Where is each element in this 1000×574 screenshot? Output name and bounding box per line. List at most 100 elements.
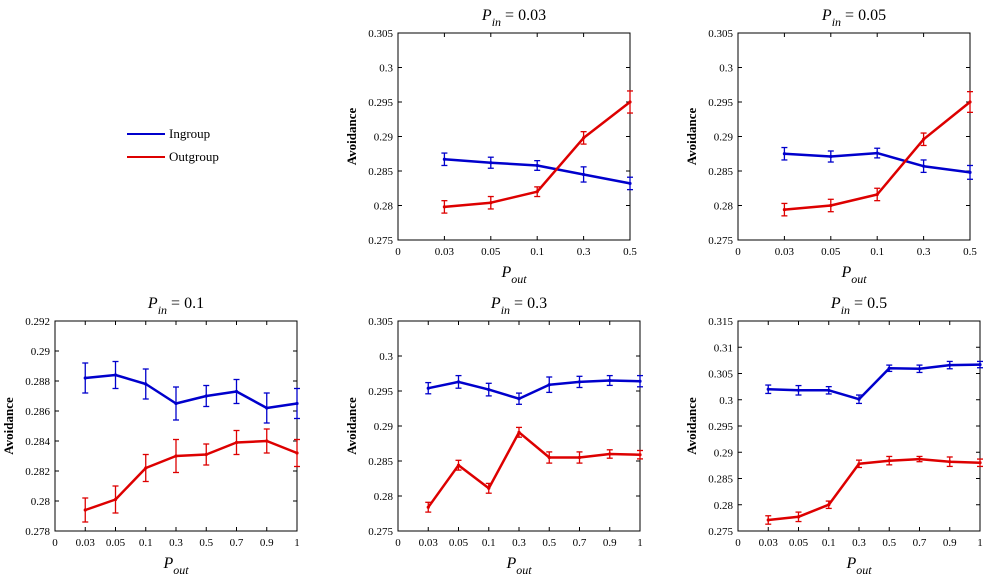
y-tick-label: 0.28 [374, 201, 394, 213]
data-point [535, 163, 539, 168]
data-point [827, 503, 831, 507]
y-tick-label: 0.29 [714, 132, 734, 144]
legend-label-outgroup: Outgroup [169, 149, 219, 164]
data-point [265, 406, 269, 410]
y-tick-label: 0.285 [368, 166, 393, 178]
y-tick-label: 0.275 [368, 235, 393, 247]
data-point [766, 518, 770, 522]
x-tick-label: 0.05 [449, 537, 469, 549]
y-tick-label: 0.285 [368, 456, 393, 468]
y-tick-label: 0.29 [374, 132, 394, 144]
x-axis-label: Pout [500, 264, 527, 286]
y-tick-label: 0.275 [708, 526, 733, 538]
y-tick-label: 0.3 [719, 63, 733, 75]
x-tick-label: 0.03 [775, 246, 795, 258]
y-tick-label: 0.305 [368, 316, 393, 328]
chart-panel-4: 0.275 0.28 0.285 0.29 0.295 0.3 0.305 0 0.03 0.05… [344, 295, 643, 574]
data-point [535, 190, 539, 194]
y-tick-label: 0.3 [379, 63, 393, 75]
data-point [638, 379, 642, 383]
x-tick-label: 0.9 [943, 537, 957, 549]
y-tick-label: 0.286 [25, 406, 50, 418]
data-point [887, 459, 891, 463]
y-tick-label: 0.28 [374, 491, 394, 503]
y-tick-label: 0.28 [714, 201, 734, 213]
data-point [426, 386, 430, 390]
x-tick-label: 0.1 [870, 246, 884, 258]
x-tick-label: 0.3 [577, 246, 591, 258]
y-axis-label: Avoidance [684, 397, 699, 455]
series-ingroup [781, 146, 973, 180]
y-tick-label: 0.275 [368, 526, 393, 538]
x-tick-label: 0.1 [530, 246, 544, 258]
x-tick-label: 0 [735, 246, 741, 258]
x-tick-label: 0 [395, 246, 401, 258]
data-point [144, 466, 148, 470]
data-point [487, 388, 491, 392]
data-point [948, 460, 952, 464]
y-tick-label: 0.29 [31, 346, 51, 358]
data-point [608, 452, 612, 456]
x-tick-label: 0.3 [852, 537, 866, 549]
data-point [968, 170, 972, 174]
data-point [917, 457, 922, 461]
data-point [766, 387, 770, 391]
x-tick-label: 0 [52, 537, 58, 549]
data-point [442, 157, 446, 161]
data-point [174, 454, 178, 458]
plot-frame [737, 320, 981, 532]
x-tick-label: 0.05 [481, 246, 501, 258]
chart-panel-1: 0.275 0.28 0.285 0.29 0.295 0.3 0.305 0 0.03 0.05… [344, 7, 637, 286]
y-tick-label: 0.288 [25, 376, 50, 388]
x-axis-label: Pout [505, 555, 532, 574]
x-tick-label: 1 [977, 537, 983, 549]
x-axis-label: Pout [840, 264, 867, 286]
chart-panel-5: 0.2750.280.2850.290.2950.30.3050.310.315… [684, 295, 983, 574]
x-tick-label: 0.7 [230, 537, 244, 549]
series-line [85, 373, 298, 410]
data-point [234, 389, 239, 394]
x-tick-label: 0.5 [623, 246, 637, 258]
data-point [922, 137, 926, 141]
data-point [829, 203, 833, 208]
x-tick-label: 0.05 [106, 537, 126, 549]
data-point [547, 383, 551, 387]
data-point [113, 373, 118, 377]
x-tick-label: 0.5 [542, 537, 556, 549]
x-tick-label: 0.5 [882, 537, 896, 549]
data-point [917, 367, 922, 371]
y-tick-label: 0.305 [708, 369, 733, 381]
series-outgroup [441, 90, 633, 214]
plot-frame [737, 32, 971, 241]
data-point [829, 154, 833, 159]
data-point [857, 462, 861, 466]
series-ingroup [425, 374, 643, 405]
legend: Ingroup Outgroup [127, 126, 219, 164]
series-line [428, 379, 641, 400]
data-point [857, 397, 861, 401]
y-tick-label: 0.295 [368, 97, 393, 109]
y-axis-label: Avoidance [344, 108, 359, 166]
x-tick-label: 0.5 [199, 537, 213, 549]
data-point [487, 486, 491, 490]
data-point [489, 201, 493, 205]
data-point [517, 397, 521, 401]
y-tick-label: 0.295 [708, 97, 733, 109]
data-point [456, 380, 461, 384]
y-tick-label: 0.305 [368, 28, 393, 40]
plot-frame [54, 320, 298, 532]
y-tick-label: 0.292 [25, 316, 50, 328]
y-tick-label: 0.29 [374, 421, 394, 433]
series-line [768, 457, 981, 522]
plot-frame [397, 32, 631, 241]
x-tick-label: 0.1 [822, 537, 836, 549]
x-tick-label: 0.5 [963, 246, 977, 258]
data-point [517, 430, 521, 434]
y-tick-label: 0.3 [379, 351, 393, 363]
y-tick-label: 0.275 [708, 235, 733, 247]
data-point [83, 376, 87, 380]
x-tick-label: 0.3 [917, 246, 931, 258]
data-point [948, 363, 952, 367]
data-point [922, 164, 926, 168]
x-tick-label: 0.3 [512, 537, 526, 549]
